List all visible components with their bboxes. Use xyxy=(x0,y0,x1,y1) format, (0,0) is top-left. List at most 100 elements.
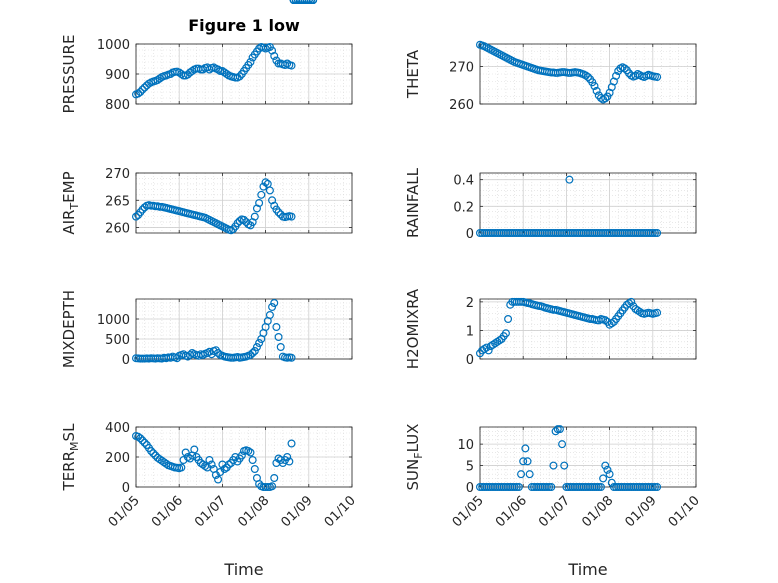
y-tick-label: 1000 xyxy=(97,38,130,53)
data-point xyxy=(140,83,149,92)
subplot-1: 260 270 THETA xyxy=(404,40,697,113)
data-point xyxy=(594,483,603,492)
y-tick-label: 0.2 xyxy=(453,200,474,215)
axes-box xyxy=(135,298,353,360)
data-point xyxy=(265,186,274,195)
x-tick-label: 01/06 xyxy=(149,493,186,530)
data-point xyxy=(246,351,255,360)
y-axis-label: AIRTEMP xyxy=(60,171,81,234)
data-point xyxy=(504,315,513,324)
data-point xyxy=(270,299,279,308)
y-tick-label: 1000 xyxy=(97,313,130,328)
y-tick-label: 10 xyxy=(457,438,474,453)
y-axis-label: THETA xyxy=(404,49,422,99)
data-point xyxy=(296,0,305,4)
data-point xyxy=(240,215,249,224)
data-point xyxy=(270,474,279,483)
x-tick-label: 01/09 xyxy=(279,493,316,530)
chart-title: Figure 1 low xyxy=(188,16,300,35)
data-point xyxy=(553,425,562,434)
data-point xyxy=(512,483,521,492)
data-point xyxy=(207,460,216,469)
subplot-6: 0 200 400 01/05 01/06 01/07 01/08 01/09 01/10 TER… xyxy=(60,0,359,579)
x-axis-label: Time xyxy=(567,560,607,579)
y-tick-label: 800 xyxy=(105,98,130,113)
data-point xyxy=(627,297,636,306)
axes-box xyxy=(479,43,697,105)
data-point xyxy=(149,449,158,458)
data-point xyxy=(653,308,662,317)
data-point xyxy=(285,457,294,466)
data-point xyxy=(525,470,534,479)
data-point xyxy=(250,347,259,356)
data-point xyxy=(132,212,141,221)
axes-box xyxy=(479,172,697,234)
data-point xyxy=(653,72,662,81)
y-tick-label: 900 xyxy=(105,68,130,83)
data-point xyxy=(501,329,510,338)
data-point xyxy=(302,0,311,4)
subplot-7: 0 5 10 01/05 01/06 01/07 01/08 01/09 01/10 SUNFLU… xyxy=(404,424,703,579)
data-point xyxy=(484,346,493,355)
data-point xyxy=(653,483,662,492)
data-point xyxy=(653,229,662,238)
data-point xyxy=(205,456,214,465)
data-point xyxy=(263,483,272,492)
y-tick-label: 270 xyxy=(105,167,130,182)
data-point xyxy=(235,72,244,81)
data-point xyxy=(255,199,264,208)
data-point xyxy=(601,461,610,470)
data-point xyxy=(250,465,259,474)
data-point xyxy=(147,447,156,456)
data-point xyxy=(265,311,274,320)
data-point xyxy=(220,465,229,474)
subplot-5: 0 1 2 H2OMIXRA xyxy=(404,288,697,369)
x-tick-label: 01/09 xyxy=(623,493,660,530)
data-point xyxy=(244,447,253,456)
data-point xyxy=(599,474,608,483)
y-axis-label: TERRMSL xyxy=(60,423,81,492)
data-point xyxy=(480,345,489,354)
data-point xyxy=(650,483,659,492)
axes-box xyxy=(479,426,697,488)
x-tick-label: 01/05 xyxy=(450,493,487,530)
data-point xyxy=(523,457,532,466)
data-point xyxy=(605,470,614,479)
data-point xyxy=(246,448,255,457)
subplot-2: 260 265 270 AIRTEMP xyxy=(60,0,353,237)
y-tick-label: 1 xyxy=(466,324,474,339)
data-point xyxy=(300,0,309,4)
data-point xyxy=(268,482,277,491)
data-point xyxy=(565,175,574,184)
data-point xyxy=(545,483,554,492)
data-point xyxy=(607,478,616,487)
data-point xyxy=(583,72,592,81)
data-point xyxy=(270,201,279,210)
data-point xyxy=(162,459,171,468)
data-point xyxy=(272,323,281,332)
data-point xyxy=(560,461,569,470)
data-point xyxy=(510,483,519,492)
data-point xyxy=(289,0,298,4)
data-point xyxy=(495,336,504,345)
x-tick-label: 01/07 xyxy=(192,493,229,530)
y-tick-label: 270 xyxy=(449,61,474,76)
axes-box xyxy=(479,298,697,360)
data-point xyxy=(268,46,277,55)
data-point xyxy=(274,208,283,217)
data-point xyxy=(601,94,610,103)
x-tick-label: 01/10 xyxy=(322,493,359,530)
data-point xyxy=(596,483,605,492)
y-tick-label: 400 xyxy=(105,421,130,436)
data-point xyxy=(276,343,285,352)
y-tick-label: 0 xyxy=(466,481,474,496)
data-point xyxy=(224,460,233,469)
y-axis-label: H2OMIXRA xyxy=(404,288,422,369)
x-tick-label: 01/05 xyxy=(106,493,143,530)
data-point xyxy=(248,349,257,358)
data-point xyxy=(306,0,315,4)
y-tick-label: 5 xyxy=(466,460,474,475)
data-point xyxy=(612,71,621,80)
y-tick-label: 0 xyxy=(122,353,130,368)
